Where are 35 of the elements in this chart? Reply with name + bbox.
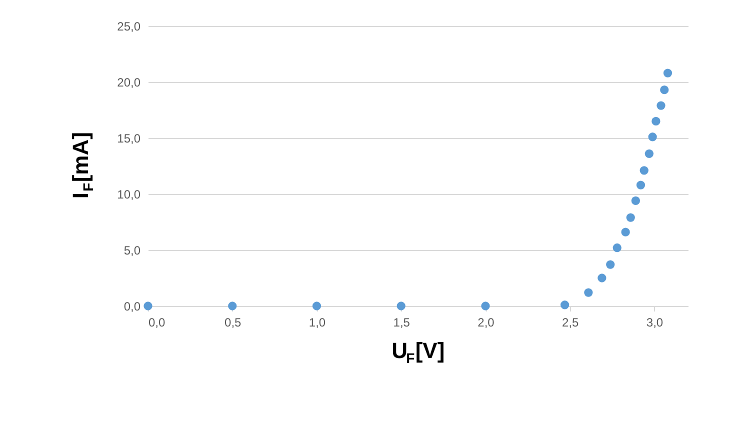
point	[228, 302, 237, 310]
point	[652, 116, 660, 126]
x-tick-label: 0,5	[224, 316, 242, 330]
point	[612, 243, 622, 252]
point	[626, 213, 635, 222]
point	[396, 302, 406, 310]
point	[644, 149, 654, 158]
y-tick-label: 25,0	[117, 20, 141, 34]
y-tick-label: 20,0	[117, 76, 141, 90]
point	[481, 302, 490, 310]
point	[584, 288, 593, 297]
x-tick-label: 2,0	[478, 316, 495, 330]
y-axis-title: IF[mA]	[68, 132, 96, 199]
point	[312, 302, 322, 310]
x-tick-label: 1,5	[393, 316, 410, 330]
y-tick-label: 10,0	[117, 188, 141, 202]
x-tick-label: 1,0	[308, 316, 326, 330]
point	[598, 274, 606, 282]
point	[663, 68, 672, 78]
x-tick-label: 2,5	[562, 316, 580, 330]
x-tick-label: 0,0	[148, 316, 166, 330]
y-tick-label: 5,0	[124, 244, 141, 258]
point	[648, 132, 657, 142]
point	[656, 101, 666, 110]
point	[606, 260, 615, 269]
x-tick-label: 3,0	[646, 316, 664, 330]
point	[144, 302, 152, 310]
point	[621, 228, 630, 236]
point	[631, 196, 640, 206]
point	[560, 300, 570, 310]
point	[640, 166, 648, 175]
y-tick-label: 0,0	[124, 300, 141, 314]
y-tick-label: 15,0	[117, 132, 141, 146]
point	[660, 86, 669, 94]
point	[636, 180, 646, 190]
